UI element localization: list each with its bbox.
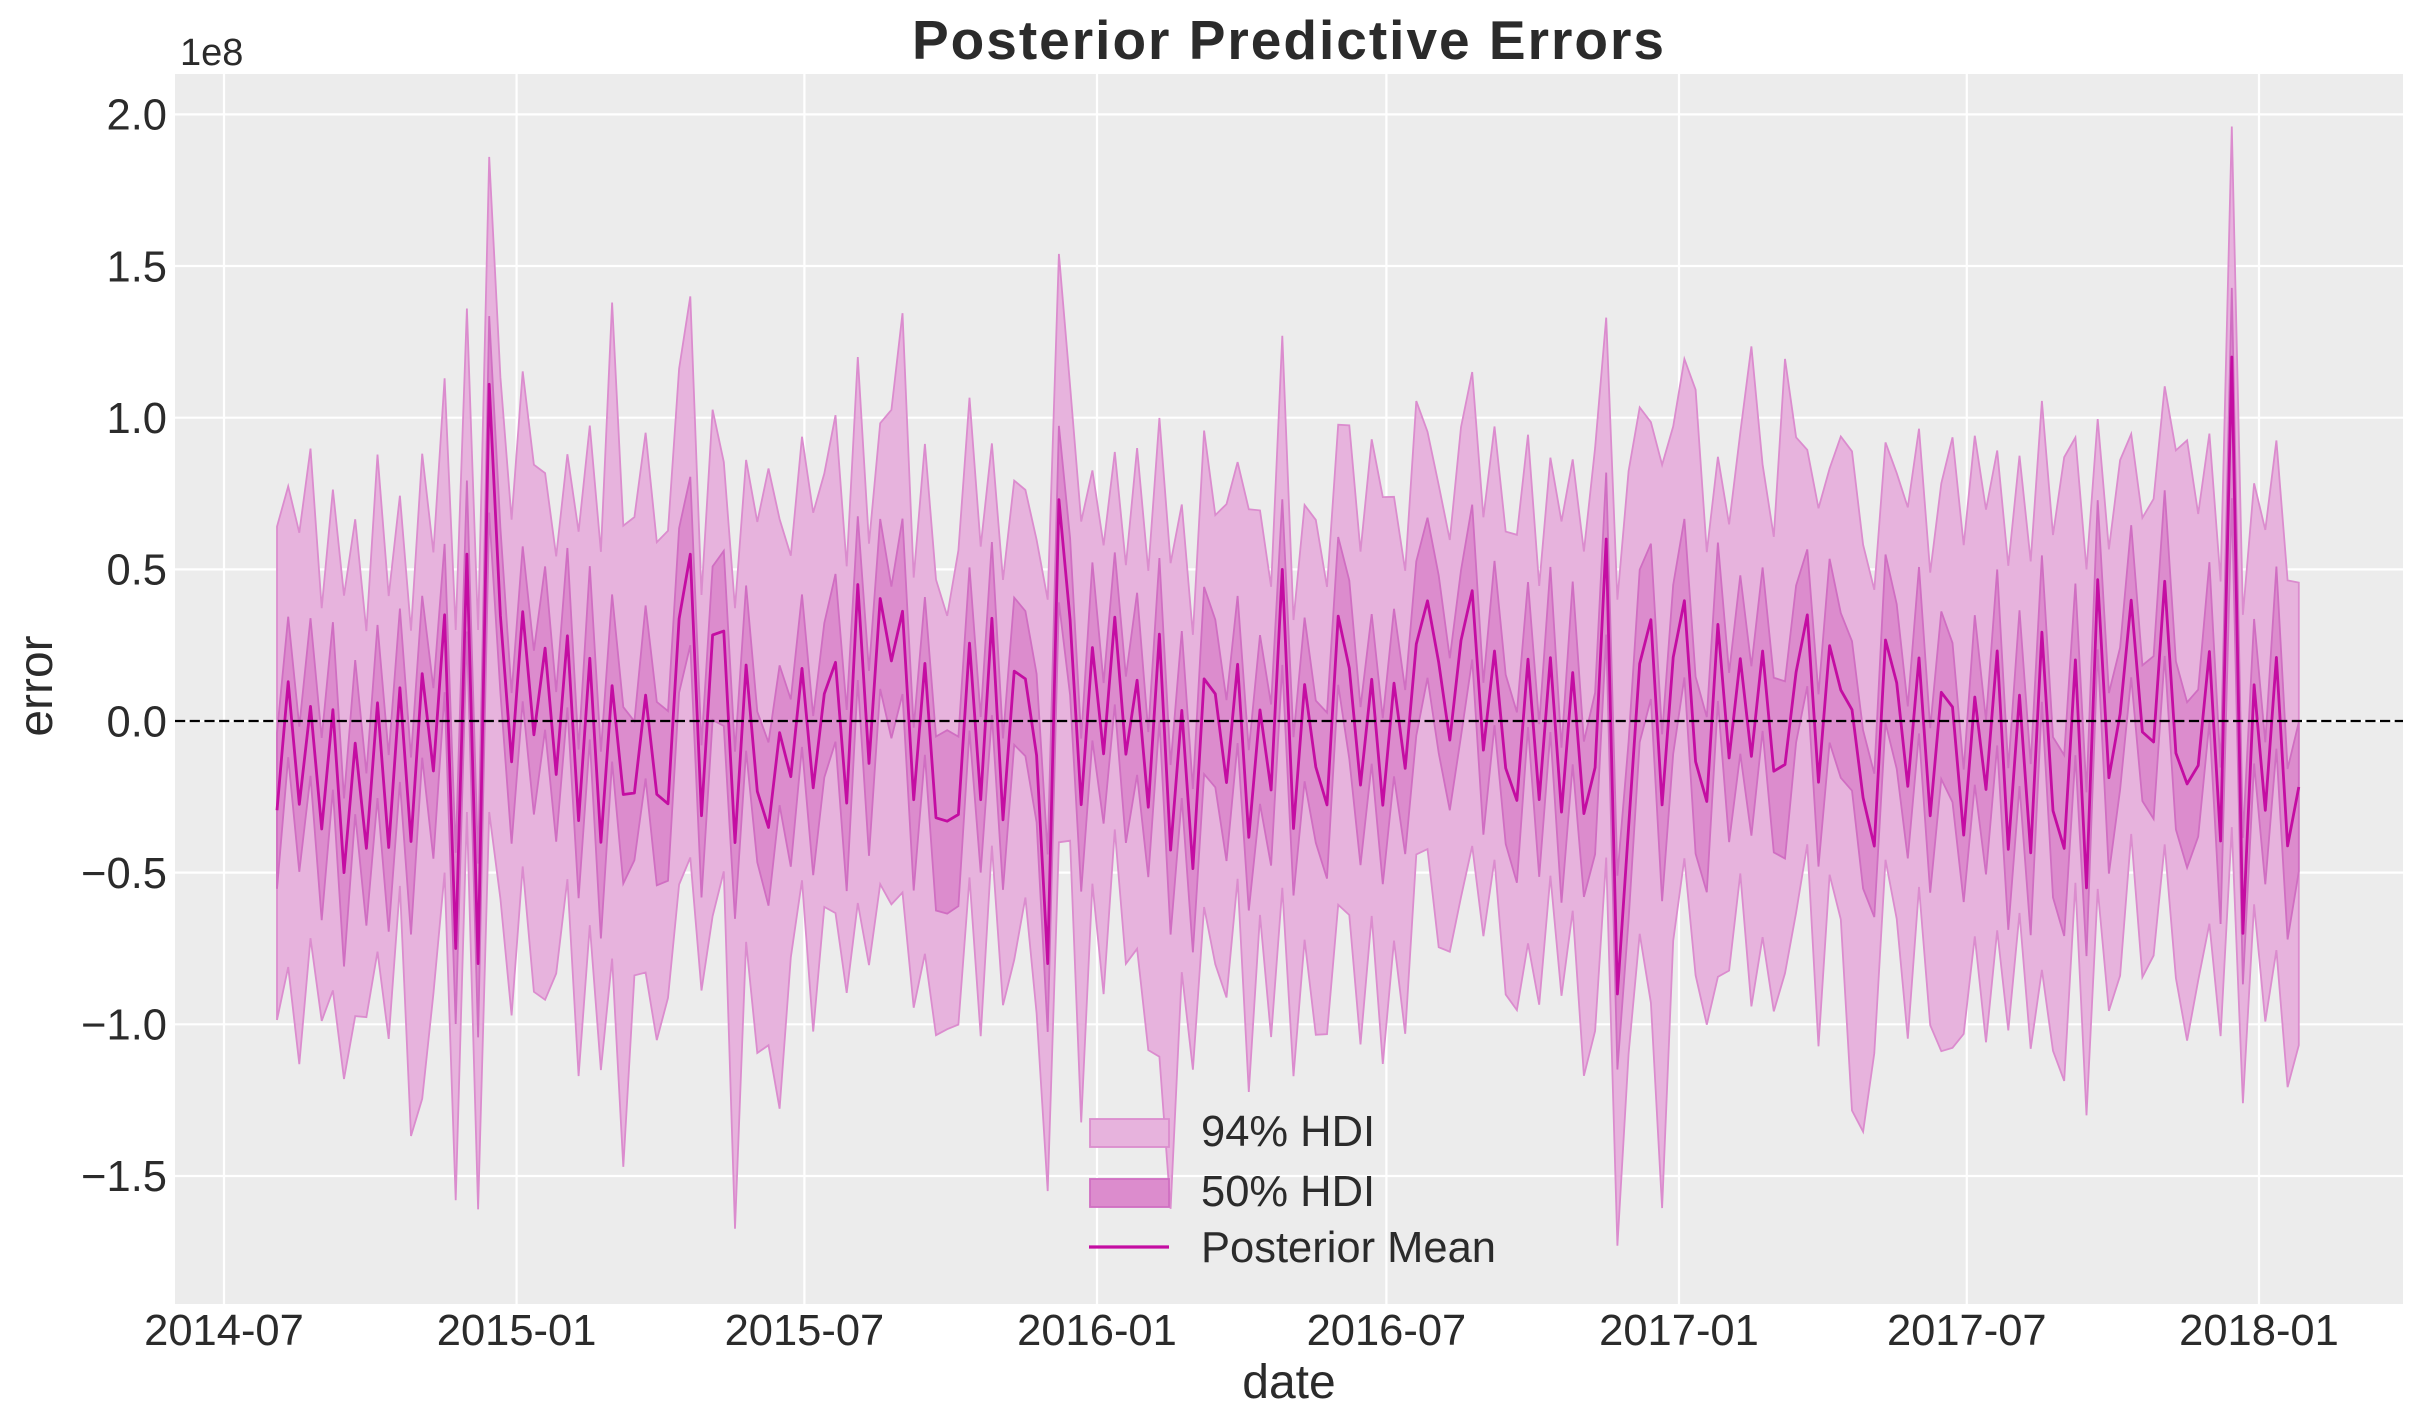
svg-text:2014-07: 2014-07: [144, 1307, 304, 1355]
svg-text:−1.5: −1.5: [81, 1153, 167, 1201]
svg-text:2015-07: 2015-07: [725, 1307, 885, 1355]
svg-text:2018-01: 2018-01: [2179, 1307, 2339, 1355]
svg-text:−0.5: −0.5: [81, 850, 167, 898]
svg-text:Posterior Mean: Posterior Mean: [1201, 1224, 1496, 1272]
svg-text:1.0: 1.0: [107, 395, 167, 443]
svg-text:2017-07: 2017-07: [1887, 1307, 2047, 1355]
svg-text:50% HDI: 50% HDI: [1201, 1168, 1375, 1216]
svg-text:2016-01: 2016-01: [1017, 1307, 1177, 1355]
svg-text:1e8: 1e8: [180, 32, 243, 74]
svg-text:Posterior Predictive Errors: Posterior Predictive Errors: [912, 9, 1666, 71]
svg-text:error: error: [10, 635, 63, 736]
svg-text:2015-01: 2015-01: [437, 1307, 597, 1355]
svg-text:0.5: 0.5: [107, 547, 167, 595]
svg-text:2017-01: 2017-01: [1599, 1307, 1759, 1355]
svg-text:0.0: 0.0: [107, 698, 167, 746]
svg-text:date: date: [1242, 1356, 1335, 1409]
svg-text:1.5: 1.5: [107, 243, 167, 291]
svg-text:−1.0: −1.0: [81, 1002, 167, 1050]
svg-text:94% HDI: 94% HDI: [1201, 1108, 1375, 1156]
svg-text:2.0: 2.0: [107, 92, 167, 140]
svg-text:2016-07: 2016-07: [1307, 1307, 1467, 1355]
